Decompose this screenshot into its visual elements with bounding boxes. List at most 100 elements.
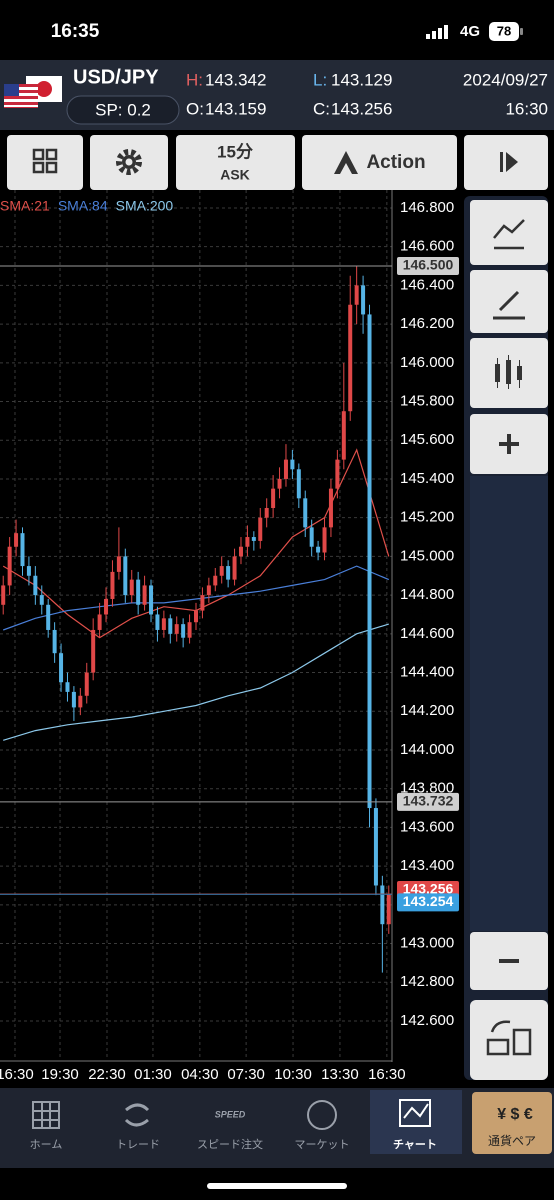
x-tick-label: 16:30 bbox=[368, 1066, 406, 1083]
candle-body bbox=[271, 488, 276, 509]
x-tick-label: 04:30 bbox=[181, 1066, 219, 1083]
candle-body bbox=[14, 533, 19, 547]
price-label: 146.500 bbox=[403, 257, 454, 273]
candle-icon bbox=[495, 355, 522, 389]
tab-labels: ホーム トレード スピード注文 マーケット チャート 通貨ペア bbox=[30, 1133, 536, 1151]
price-label: 143.254 bbox=[403, 893, 454, 909]
y-tick-label: 145.800 bbox=[400, 393, 454, 410]
y-tick-label: 146.600 bbox=[400, 238, 454, 255]
y-tick-label: 145.200 bbox=[400, 509, 454, 526]
y-tick-label: 143.000 bbox=[400, 935, 454, 952]
y-tick-label: 145.000 bbox=[400, 547, 454, 564]
open: 143.159 bbox=[205, 99, 266, 118]
candle-body bbox=[290, 459, 295, 470]
x-tick-label: 13:30 bbox=[321, 1066, 359, 1083]
x-tick-label: 22:30 bbox=[88, 1066, 126, 1083]
action-button[interactable] bbox=[302, 135, 457, 190]
candle-body bbox=[1, 585, 6, 605]
time: 16:30 bbox=[505, 99, 548, 118]
candle-body bbox=[116, 556, 121, 572]
plus-icon bbox=[499, 434, 519, 454]
y-tick-label: 146.800 bbox=[400, 199, 454, 216]
candle-body bbox=[226, 566, 231, 580]
candle-body bbox=[149, 585, 154, 615]
candle-body bbox=[316, 546, 321, 553]
battery-tip bbox=[520, 28, 523, 35]
candle-body bbox=[97, 614, 102, 630]
candle-body bbox=[303, 498, 308, 528]
y-tick-label: 144.400 bbox=[400, 664, 454, 681]
candle-body bbox=[309, 527, 314, 547]
candle-body bbox=[367, 314, 372, 809]
chart-icon bbox=[399, 1099, 431, 1127]
currency-pair-tab[interactable] bbox=[472, 1092, 552, 1154]
candle-body bbox=[20, 533, 25, 567]
candle-body bbox=[380, 885, 385, 925]
y-tick-label: 143.800 bbox=[400, 780, 454, 797]
tab-label: ホーム bbox=[30, 1138, 63, 1151]
candle-body bbox=[104, 598, 109, 615]
candle-body bbox=[348, 304, 353, 412]
x-tick-label: 19:30 bbox=[41, 1066, 79, 1083]
legend-entry: SMA:84 bbox=[58, 198, 108, 214]
home-indicator bbox=[207, 1183, 347, 1189]
candle-body bbox=[251, 537, 256, 541]
high-label: H: bbox=[186, 70, 203, 89]
price-label: 143.732 bbox=[403, 793, 454, 809]
candle-body bbox=[335, 459, 340, 489]
indicator-button[interactable] bbox=[470, 200, 548, 265]
candle-body bbox=[46, 604, 51, 630]
candle-body bbox=[283, 459, 288, 479]
legend-entry: SMA:21 bbox=[0, 198, 50, 214]
market-icon bbox=[307, 1100, 337, 1130]
candle-body bbox=[71, 691, 76, 708]
tab-label: 通貨ペア bbox=[488, 1133, 536, 1148]
y-tick-label: 142.800 bbox=[400, 973, 454, 990]
trade-icon bbox=[124, 1103, 150, 1127]
candle-body bbox=[219, 566, 224, 576]
y-tick-label: 143.400 bbox=[400, 857, 454, 874]
tab-label: スピード注文 bbox=[197, 1137, 263, 1151]
candle-body bbox=[78, 695, 83, 708]
candle-body bbox=[200, 595, 205, 611]
candle-body bbox=[65, 682, 70, 692]
candle-body bbox=[129, 579, 134, 596]
candle-body bbox=[110, 571, 115, 599]
zoom-slider[interactable] bbox=[470, 476, 548, 931]
price-label-box bbox=[397, 257, 459, 276]
spread: SP: 0.2 bbox=[95, 100, 151, 119]
minus-icon bbox=[499, 959, 519, 963]
legend-entry: SMA:200 bbox=[116, 198, 174, 214]
candle-body bbox=[206, 585, 211, 596]
candle-body bbox=[33, 575, 38, 596]
candle-body bbox=[386, 893, 391, 925]
network: 4G bbox=[460, 23, 480, 40]
open-label: O: bbox=[186, 99, 204, 118]
candle-body bbox=[181, 624, 186, 638]
interval-button[interactable] bbox=[176, 135, 295, 190]
y-tick-label: 144.800 bbox=[400, 586, 454, 603]
candle-body bbox=[136, 579, 141, 605]
candle-body bbox=[341, 411, 346, 460]
layout-button[interactable] bbox=[7, 135, 83, 190]
candle-body bbox=[213, 575, 218, 586]
action: Action bbox=[366, 152, 425, 173]
status-bar bbox=[0, 0, 554, 60]
tab-label: トレード bbox=[116, 1139, 160, 1151]
action-icon bbox=[334, 151, 358, 174]
candle-body bbox=[26, 566, 31, 576]
high: 143.342 bbox=[205, 70, 266, 89]
candle-body bbox=[258, 517, 263, 541]
y-tick-label: 143.600 bbox=[400, 818, 454, 835]
candle-body bbox=[232, 556, 237, 580]
y-tick-label: 146.000 bbox=[400, 354, 454, 371]
home-icon bbox=[32, 1101, 60, 1129]
candle-body bbox=[174, 624, 179, 634]
candle-body bbox=[142, 585, 147, 605]
candle-body bbox=[187, 622, 192, 638]
candle-body bbox=[296, 469, 301, 499]
y-tick-label: 144.000 bbox=[400, 741, 454, 758]
pencil-icon bbox=[493, 290, 525, 320]
gear-icon bbox=[116, 149, 142, 175]
